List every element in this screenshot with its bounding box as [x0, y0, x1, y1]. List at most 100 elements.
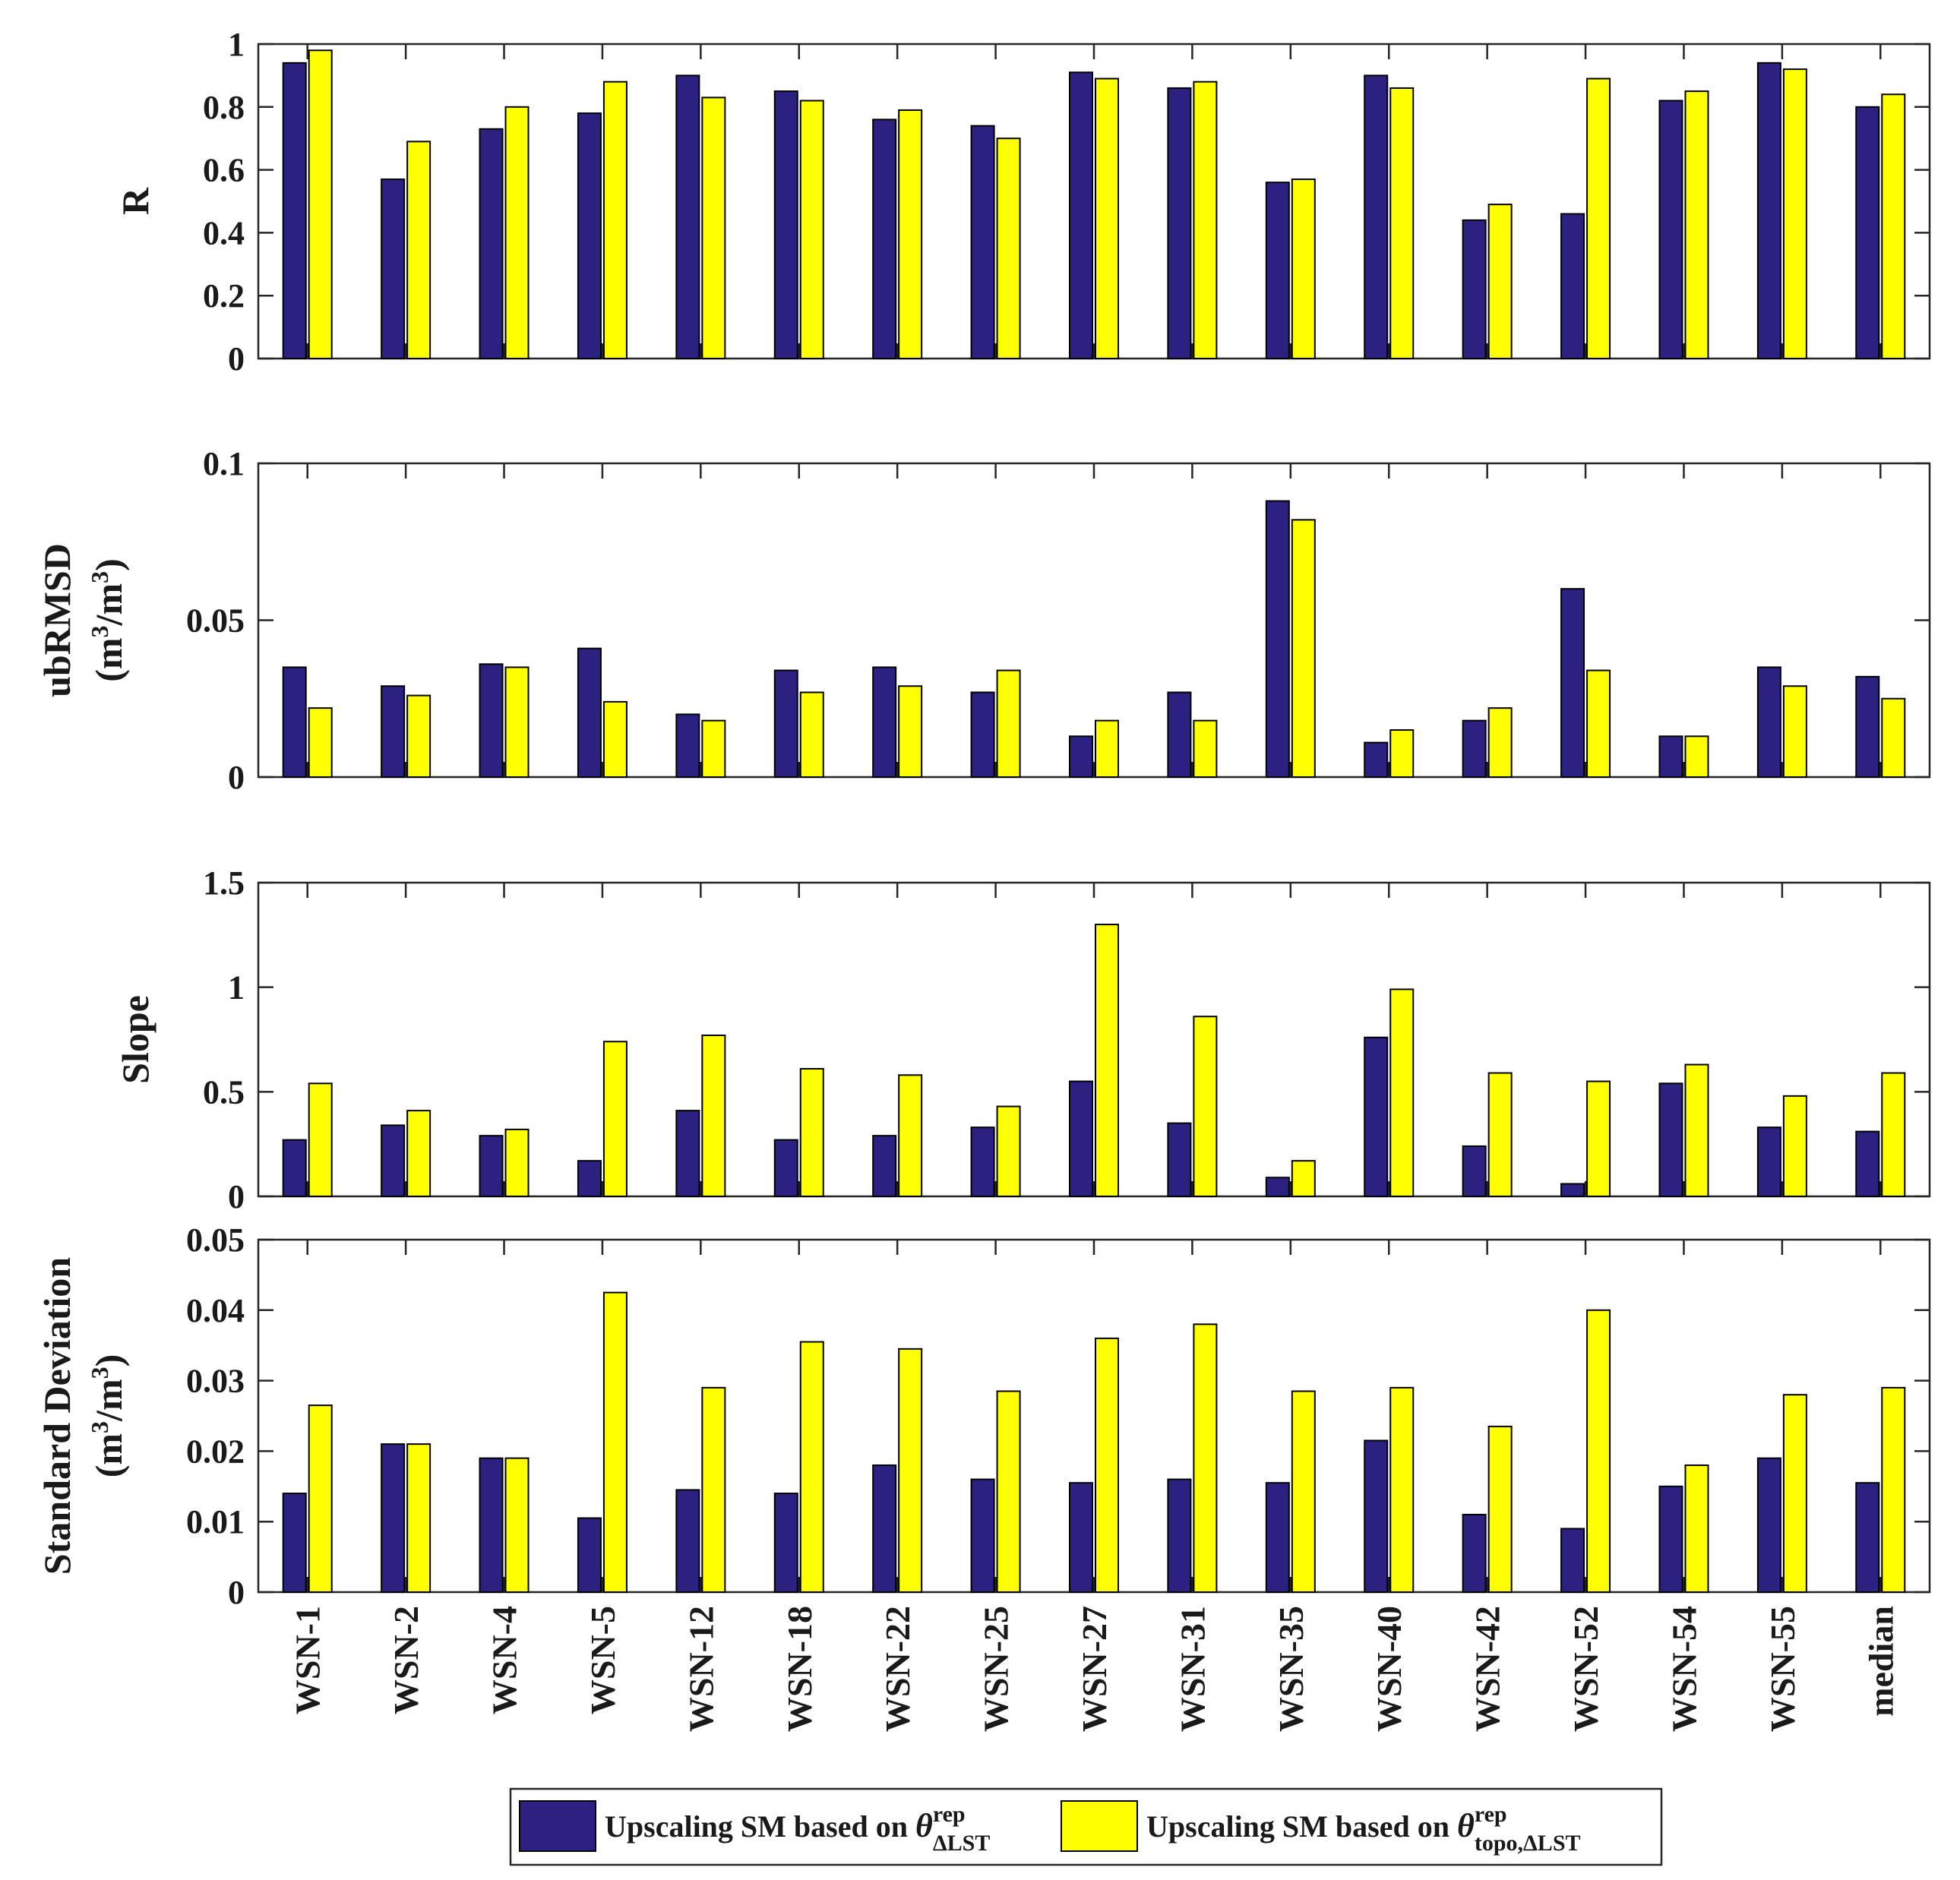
bar-wsn-42-series-2 — [1487, 707, 1513, 779]
bar-wsn-31-series-2 — [1193, 81, 1218, 360]
bar-wsn-18-series-2 — [799, 1068, 824, 1197]
bar-wsn-31-series-1 — [1167, 87, 1192, 360]
bar-wsn-1-series-2 — [308, 1404, 333, 1593]
bar-median-series-1 — [1855, 106, 1880, 360]
x-tick-label: WSN-52 — [1566, 1606, 1605, 1732]
bar-wsn-22-series-2 — [898, 685, 923, 778]
bar-wsn-2-series-2 — [406, 1443, 432, 1593]
bar-wsn-42-series-1 — [1462, 1513, 1487, 1594]
bar-wsn-52-series-2 — [1586, 1080, 1611, 1197]
bar-wsn-35-series-1 — [1265, 1177, 1290, 1197]
bar-wsn-52-series-1 — [1560, 1528, 1585, 1593]
x-tick-label: WSN-31 — [1173, 1606, 1212, 1732]
x-tick-label: median — [1861, 1606, 1900, 1717]
x-category-labels: WSN-1 WSN-2 WSN-4 WSN-5 WSN-12 WSN-18 WSN-22 WS… — [289, 1606, 1901, 1732]
bar-wsn-25-series-2 — [996, 1105, 1021, 1198]
bar-wsn-4-series-1 — [479, 1135, 504, 1197]
x-tick-label: WSN-1 — [289, 1606, 327, 1714]
bar-wsn-40-series-1 — [1364, 1036, 1389, 1198]
legend-swatch-2 — [1061, 1800, 1138, 1852]
bar-wsn-55-series-2 — [1782, 685, 1807, 778]
bar-wsn-25-series-1 — [970, 1126, 995, 1198]
bar-wsn-54-series-1 — [1658, 1082, 1683, 1197]
bar-wsn-27-series-1 — [1069, 1080, 1093, 1197]
y-tick-label: 0 — [228, 1178, 245, 1215]
bar-wsn-12-series-2 — [701, 1386, 726, 1593]
bar-wsn-12-series-1 — [675, 1110, 700, 1197]
x-tick-label: WSN-55 — [1763, 1606, 1802, 1732]
y-axis-label: Standard Deviation — [36, 1257, 78, 1575]
bar-wsn-22-series-1 — [872, 666, 897, 779]
x-tick-label: WSN-42 — [1468, 1606, 1507, 1732]
bar-wsn-12-series-1 — [675, 713, 700, 779]
x-tick-label: WSN-12 — [681, 1606, 720, 1732]
y-tick-label: 0.03 — [186, 1363, 245, 1400]
bar-wsn-54-series-1 — [1658, 100, 1683, 360]
bar-wsn-54-series-2 — [1684, 1063, 1709, 1198]
x-tick-label: WSN-18 — [780, 1606, 819, 1732]
bar-wsn-55-series-2 — [1782, 1394, 1807, 1594]
bar-wsn-31-series-1 — [1167, 1478, 1192, 1594]
bar-wsn-55-series-2 — [1782, 68, 1807, 360]
bar-wsn-25-series-1 — [970, 1478, 995, 1594]
bar-wsn-35-series-2 — [1291, 179, 1316, 359]
y-tick-label: 0.8 — [203, 89, 245, 126]
bar-wsn-25-series-1 — [970, 691, 995, 778]
bar-wsn-1-series-1 — [282, 1139, 307, 1198]
bar-wsn-2-series-1 — [381, 1124, 406, 1198]
bar-wsn-25-series-1 — [970, 125, 995, 359]
bar-wsn-42-series-2 — [1487, 1425, 1513, 1594]
y-tick-label: 0.01 — [186, 1503, 245, 1540]
bar-wsn-52-series-1 — [1560, 213, 1585, 359]
bar-wsn-2-series-1 — [381, 685, 406, 778]
y-tick-label: 0.02 — [186, 1433, 245, 1470]
y-axis-label: ubRMSD — [36, 543, 78, 697]
bar-wsn-5-series-2 — [602, 81, 628, 360]
bar-wsn-12-series-2 — [701, 719, 726, 778]
panel-1: 0 0.2 0.4 0.6 0.8 1 R — [114, 26, 1931, 378]
bar-wsn-12-series-2 — [701, 1034, 726, 1197]
y-axis-unit-label: (m3/m3) — [86, 1354, 130, 1478]
bar-wsn-25-series-2 — [996, 669, 1021, 779]
bar-wsn-18-series-1 — [773, 90, 798, 359]
bar-wsn-52-series-2 — [1586, 77, 1611, 359]
bar-wsn-12-series-2 — [701, 96, 726, 359]
bar-wsn-2-series-2 — [406, 141, 432, 359]
x-tick-label: WSN-25 — [977, 1606, 1016, 1732]
bar-wsn-4-series-1 — [479, 663, 504, 778]
bar-wsn-52-series-2 — [1586, 1309, 1611, 1594]
x-tick-label: WSN-22 — [878, 1606, 917, 1732]
bar-wsn-22-series-1 — [872, 1135, 897, 1197]
bar-wsn-27-series-1 — [1069, 1482, 1093, 1594]
y-tick-label: 0 — [228, 759, 245, 796]
bar-wsn-4-series-2 — [504, 666, 530, 779]
y-tick-label: 1 — [228, 969, 245, 1006]
y-axis-label: R — [114, 187, 156, 215]
bar-wsn-18-series-2 — [799, 1341, 824, 1594]
bar-wsn-1-series-2 — [308, 707, 333, 779]
y-tick-label: 0.4 — [203, 214, 245, 251]
bar-wsn-22-series-2 — [898, 1348, 923, 1593]
x-tick-label: WSN-35 — [1272, 1606, 1310, 1732]
bar-median-series-2 — [1881, 697, 1906, 778]
bar-wsn-42-series-2 — [1487, 204, 1513, 360]
bar-wsn-55-series-1 — [1756, 666, 1781, 779]
y-tick-label: 0 — [228, 340, 245, 378]
bar-median-series-2 — [1881, 1072, 1906, 1198]
bar-wsn-27-series-2 — [1095, 1337, 1119, 1594]
bar-wsn-4-series-1 — [479, 128, 504, 359]
bar-wsn-18-series-2 — [799, 691, 824, 778]
legend-entry-1: Upscaling SM based on θrep ΔLST — [605, 1802, 990, 1856]
bar-wsn-27-series-2 — [1095, 77, 1119, 359]
bar-wsn-2-series-2 — [406, 1110, 432, 1197]
bar-wsn-31-series-2 — [1193, 1323, 1218, 1593]
bar-wsn-42-series-1 — [1462, 219, 1487, 359]
bar-wsn-2-series-2 — [406, 694, 432, 778]
bar-wsn-40-series-2 — [1389, 87, 1415, 360]
bar-median-series-1 — [1855, 1482, 1880, 1594]
bar-wsn-35-series-1 — [1265, 182, 1290, 359]
bar-wsn-18-series-1 — [773, 1139, 798, 1198]
bar-wsn-1-series-1 — [282, 1493, 307, 1593]
bar-wsn-22-series-2 — [898, 1074, 923, 1197]
bar-wsn-4-series-2 — [504, 106, 530, 360]
